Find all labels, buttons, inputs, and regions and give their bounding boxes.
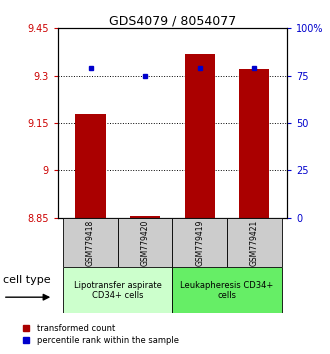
Text: GSM779419: GSM779419: [195, 219, 204, 266]
Title: GDS4079 / 8054077: GDS4079 / 8054077: [109, 14, 236, 27]
Bar: [239, 69, 269, 218]
Text: GSM779420: GSM779420: [141, 219, 149, 266]
Text: GSM779418: GSM779418: [86, 219, 95, 266]
Bar: [185, 53, 215, 218]
Text: Lipotransfer aspirate
CD34+ cells: Lipotransfer aspirate CD34+ cells: [74, 281, 162, 300]
Text: Leukapheresis CD34+
cells: Leukapheresis CD34+ cells: [181, 281, 274, 300]
Bar: [63, 218, 118, 267]
Legend: transformed count, percentile rank within the sample: transformed count, percentile rank withi…: [17, 324, 180, 345]
Bar: [130, 216, 160, 218]
Bar: [173, 267, 281, 313]
Bar: [118, 218, 173, 267]
Bar: [76, 114, 106, 218]
Text: cell type: cell type: [3, 275, 50, 285]
Bar: [173, 218, 227, 267]
Bar: [227, 218, 281, 267]
Bar: [63, 267, 173, 313]
Text: GSM779421: GSM779421: [250, 219, 259, 266]
